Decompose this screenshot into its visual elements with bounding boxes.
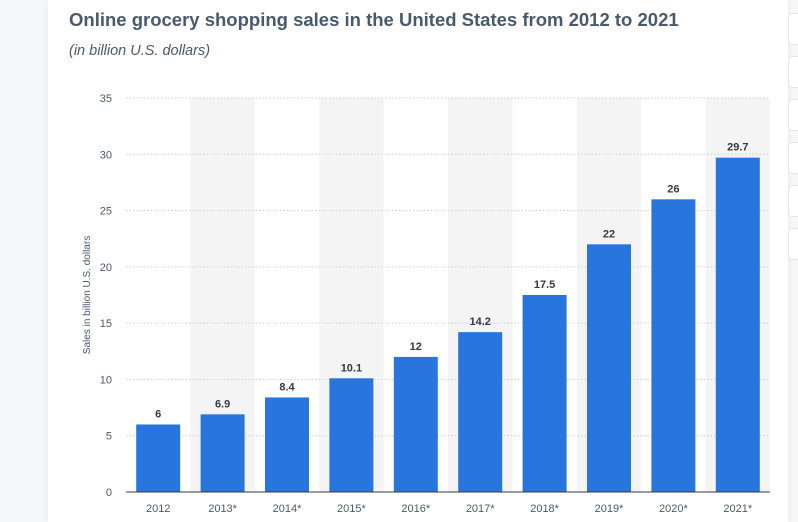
bar [136, 424, 181, 492]
side-tab-6[interactable] [788, 228, 798, 260]
y-axis-label: Sales in billion U.S. dollars [82, 236, 93, 354]
data-label: 29.7 [727, 142, 748, 154]
data-label: 6 [155, 408, 161, 420]
data-label: 8.4 [279, 381, 295, 393]
data-label: 17.5 [534, 279, 555, 291]
x-tick-label: 2021* [723, 503, 752, 515]
x-tick-label: 2017* [466, 503, 495, 515]
y-tick-label: 25 [100, 206, 112, 218]
bar [522, 295, 567, 492]
x-tick-label: 2016* [401, 503, 430, 515]
y-tick-label: 15 [100, 318, 112, 330]
chart-subtitle: (in billion U.S. dollars) [69, 43, 211, 59]
x-tick-label: 2015* [337, 503, 366, 515]
x-tick-label: 2020* [659, 503, 688, 515]
side-toolbar [788, 0, 798, 522]
side-tab-4[interactable] [788, 142, 798, 174]
bar [393, 356, 438, 492]
bar [265, 397, 309, 492]
bar-chart: 0 5 10 15 20 25 30 35 Sales in billion U.S. doll… [82, 93, 770, 515]
y-tick-label: 0 [106, 487, 112, 499]
x-tick-label: 2019* [595, 503, 624, 515]
x-tick-label: 2018* [530, 503, 559, 515]
bar [587, 244, 631, 492]
data-label: 26 [667, 183, 679, 195]
side-tab-2[interactable] [788, 56, 798, 88]
side-tab-1[interactable] [788, 13, 798, 45]
chart-title: Online grocery shopping sales in the Uni… [69, 9, 679, 30]
y-tick-label: 10 [100, 374, 112, 386]
x-tick-label: 2012 [146, 503, 170, 515]
x-tick-label: 2014* [273, 503, 302, 515]
bar [715, 157, 760, 493]
bar [651, 199, 696, 493]
x-tick-label: 2013* [208, 503, 237, 515]
side-tab-5[interactable] [788, 185, 798, 217]
y-tick-label: 20 [100, 262, 112, 274]
data-label: 22 [603, 228, 615, 240]
y-tick-label: 30 [100, 149, 112, 161]
data-label: 14.2 [469, 316, 490, 328]
chart-card: Online grocery shopping sales in the Uni… [48, 0, 788, 522]
data-label: 10.1 [341, 362, 362, 374]
bar [458, 332, 503, 492]
bar [200, 414, 245, 492]
y-tick-label: 35 [100, 93, 112, 105]
side-tab-3[interactable] [788, 99, 798, 131]
data-label: 12 [410, 341, 422, 353]
bar [329, 378, 374, 492]
data-label: 6.9 [215, 398, 230, 410]
y-tick-label: 5 [106, 431, 112, 443]
